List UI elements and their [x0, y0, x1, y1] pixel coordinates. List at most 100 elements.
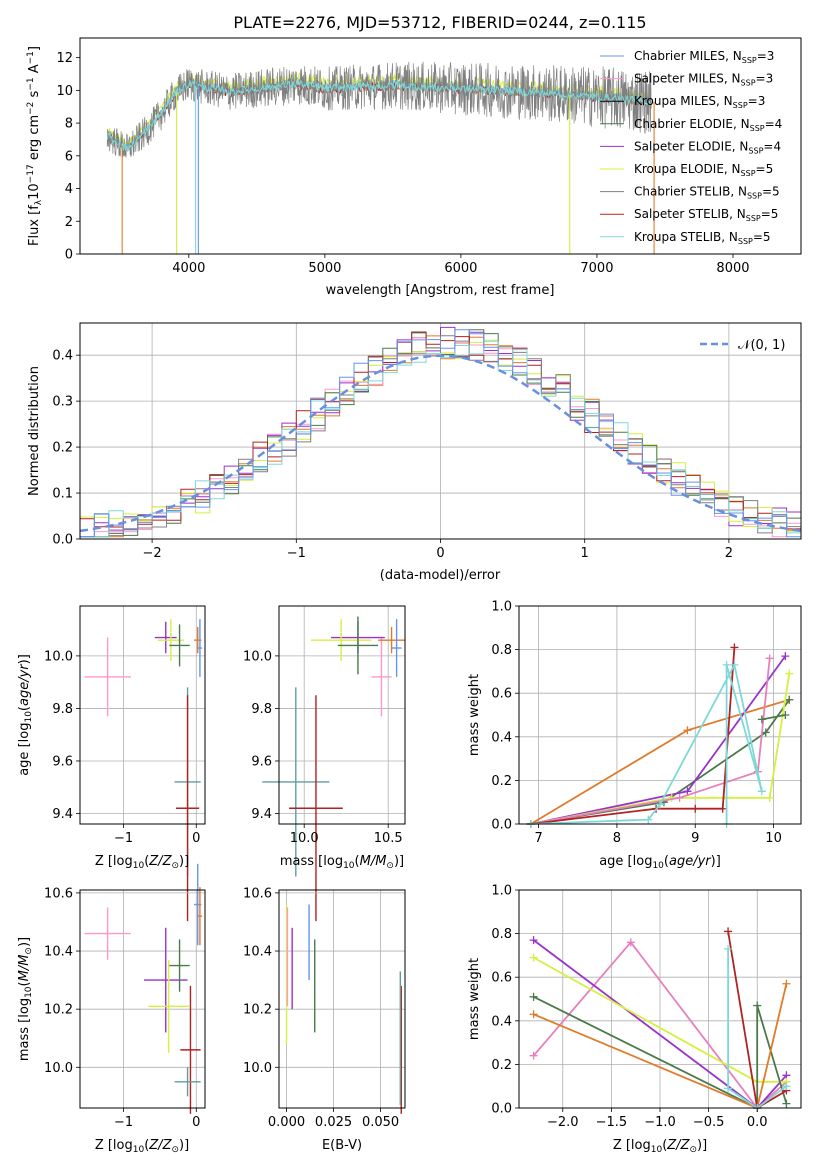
error-bar-point — [310, 619, 372, 662]
weight-marker — [675, 793, 684, 802]
x-tick-label: 4000 — [172, 261, 205, 276]
weight-marker — [730, 643, 739, 652]
age-vs-mass-panel: 10.0 10.5 9.4 9.6 9.8 10.0 mass [log10(M/M⊙)] — [243, 605, 406, 922]
error-bar-point — [197, 887, 203, 946]
error-bar-point — [289, 695, 343, 922]
spectrum-xlabel: wavelength [Angstrom, rest frame] — [326, 283, 555, 298]
x-tick-label: −1 — [287, 546, 306, 561]
age-vs-z-xlabel: Z [log10(Z/Z⊙)] — [95, 854, 189, 871]
error-bar-point — [169, 939, 190, 992]
y-tick-label: 0.8 — [491, 927, 512, 942]
legend-label: Chabrier ELODIE, NSSP=4 — [634, 117, 782, 133]
x-tick-label: 10 — [765, 831, 782, 846]
age-vs-z-gridlines — [80, 606, 205, 824]
weight-series — [757, 711, 790, 724]
y-tick-label: 1.0 — [491, 600, 512, 615]
x-tick-label: 7000 — [580, 261, 613, 276]
y-tick-label: 0.8 — [491, 643, 512, 658]
weight-marker — [761, 728, 770, 737]
x-tick-label: 0.0 — [747, 1115, 768, 1130]
y-tick-label: 0.4 — [491, 730, 512, 745]
weight-marker — [765, 654, 774, 663]
y-tick-label: 9.4 — [52, 807, 73, 822]
weight-line — [727, 948, 787, 1110]
weight-marker — [765, 793, 774, 802]
age-vs-z-ticks: −1 0 9.4 9.6 9.8 10.0 — [44, 649, 200, 846]
spectrum-panel: 4000 5000 6000 7000 8000 0 2 4 6 8 10 12 Chabrier M… — [26, 37, 802, 298]
y-tick-label: 10.4 — [243, 945, 272, 960]
y-tick-label: 8 — [65, 117, 73, 132]
spectrum-data-line — [106, 61, 652, 158]
error-bar-point — [143, 927, 188, 1033]
spectrum-ticks: 4000 5000 6000 7000 8000 0 2 4 6 8 10 12 — [56, 51, 749, 276]
y-tick-label: 0.2 — [491, 1058, 512, 1073]
y-tick-label: 0 — [65, 248, 73, 263]
x-tick-label: 0 — [192, 831, 200, 846]
age-vs-mass-points — [262, 616, 405, 922]
spectrum-ylabel: Flux [fλ10−17 erg cm−2 s−1 A−1] — [26, 46, 44, 246]
x-tick-label: −1.0 — [644, 1115, 676, 1130]
mass-vs-ebv-ticks: 0.000 0.025 0.050 10.0 10.2 10.4 10.6 — [243, 886, 399, 1130]
y-tick-label: 0.1 — [52, 487, 73, 502]
legend-label: Kroupa ELODIE, NSSP=5 — [634, 162, 773, 178]
error-bar-point — [154, 621, 177, 654]
y-tick-label: 9.6 — [52, 754, 73, 769]
mass-vs-ebv-points — [285, 904, 402, 1114]
x-tick-label: −0.5 — [693, 1115, 725, 1130]
mass-vs-z-gridlines — [80, 890, 205, 1108]
weight-marker — [529, 953, 538, 962]
mass-vs-ebv-panel: 0.000 0.025 0.050 10.0 10.2 10.4 10.6 E(B-V) — [243, 886, 406, 1153]
x-tick-label: 0.050 — [362, 1115, 399, 1130]
weight-vs-age-ylabel: mass weight — [467, 674, 482, 756]
legend-label: Chabrier MILES, NSSP=3 — [634, 49, 774, 65]
histogram-ylabel: Normed distribution — [27, 366, 42, 496]
weight-line — [761, 714, 786, 721]
mass-vs-z-ylabel: mass [log10(M/M⊙)] — [17, 937, 34, 1061]
spectrum-series-group — [106, 61, 655, 254]
x-tick-label: 1 — [581, 546, 589, 561]
weight-vs-age-axes-frame — [518, 605, 802, 825]
x-tick-label: 8000 — [716, 261, 749, 276]
weight-marker — [656, 800, 664, 809]
error-bar-point — [174, 1067, 201, 1097]
y-tick-label: 10.0 — [243, 649, 272, 664]
weight-marker — [753, 1001, 762, 1010]
weight-line — [533, 995, 788, 1110]
y-tick-label: 9.6 — [251, 754, 272, 769]
error-bar-point — [262, 687, 330, 877]
legend-label: Kroupa MILES, NSSP=3 — [634, 94, 765, 110]
weight-vs-age-ticks: 7 8 9 10 0.0 0.2 0.4 0.6 0.8 1.0 — [491, 600, 782, 847]
legend-label: Salpeter ELODIE, NSSP=4 — [634, 139, 781, 155]
error-bar-point — [371, 637, 392, 717]
histogram-panel: −2 −1 0 1 2 0.0 0.1 0.2 0.3 0.4 𝒩(0, 1) (data-mod… — [27, 322, 802, 583]
weight-marker — [724, 944, 733, 953]
error-bar-point — [169, 624, 190, 667]
weight-marker — [626, 938, 635, 947]
x-tick-label: −2 — [143, 546, 162, 561]
figure-title: PLATE=2276, MJD=53712, FIBERID=0244, z=0… — [233, 13, 646, 32]
weight-marker — [644, 815, 653, 824]
y-tick-label: 10.6 — [243, 886, 272, 901]
y-tick-label: 10.0 — [44, 649, 73, 664]
x-tick-label: 10.0 — [290, 831, 319, 846]
mass-vs-ebv-xlabel: E(B-V) — [322, 1138, 362, 1153]
y-tick-label: 0.4 — [491, 1014, 512, 1029]
y-tick-label: 10.6 — [44, 886, 73, 901]
histogram-bars — [79, 326, 802, 539]
weight-marker — [683, 726, 692, 735]
weight-marker — [785, 695, 794, 704]
y-tick-label: 0.2 — [52, 441, 73, 456]
x-tick-label: −1.5 — [596, 1115, 628, 1130]
spectrum-legend: Chabrier MILES, NSSP=3 Salpeter MILES, NS… — [600, 49, 782, 246]
histogram-ticks: −2 −1 0 1 2 0.0 0.1 0.2 0.3 0.4 — [52, 349, 733, 561]
x-tick-label: 9 — [691, 831, 699, 846]
legend-label: Salpeter MILES, NSSP=3 — [634, 72, 773, 88]
weight-marker — [724, 927, 733, 936]
weight-marker — [782, 1099, 791, 1108]
y-tick-label: 0.3 — [52, 395, 73, 410]
weight-marker — [683, 787, 692, 796]
weight-marker — [724, 1084, 733, 1093]
y-tick-label: 10 — [56, 84, 73, 99]
error-bar-point — [391, 619, 402, 677]
y-tick-label: 9.4 — [251, 807, 272, 822]
